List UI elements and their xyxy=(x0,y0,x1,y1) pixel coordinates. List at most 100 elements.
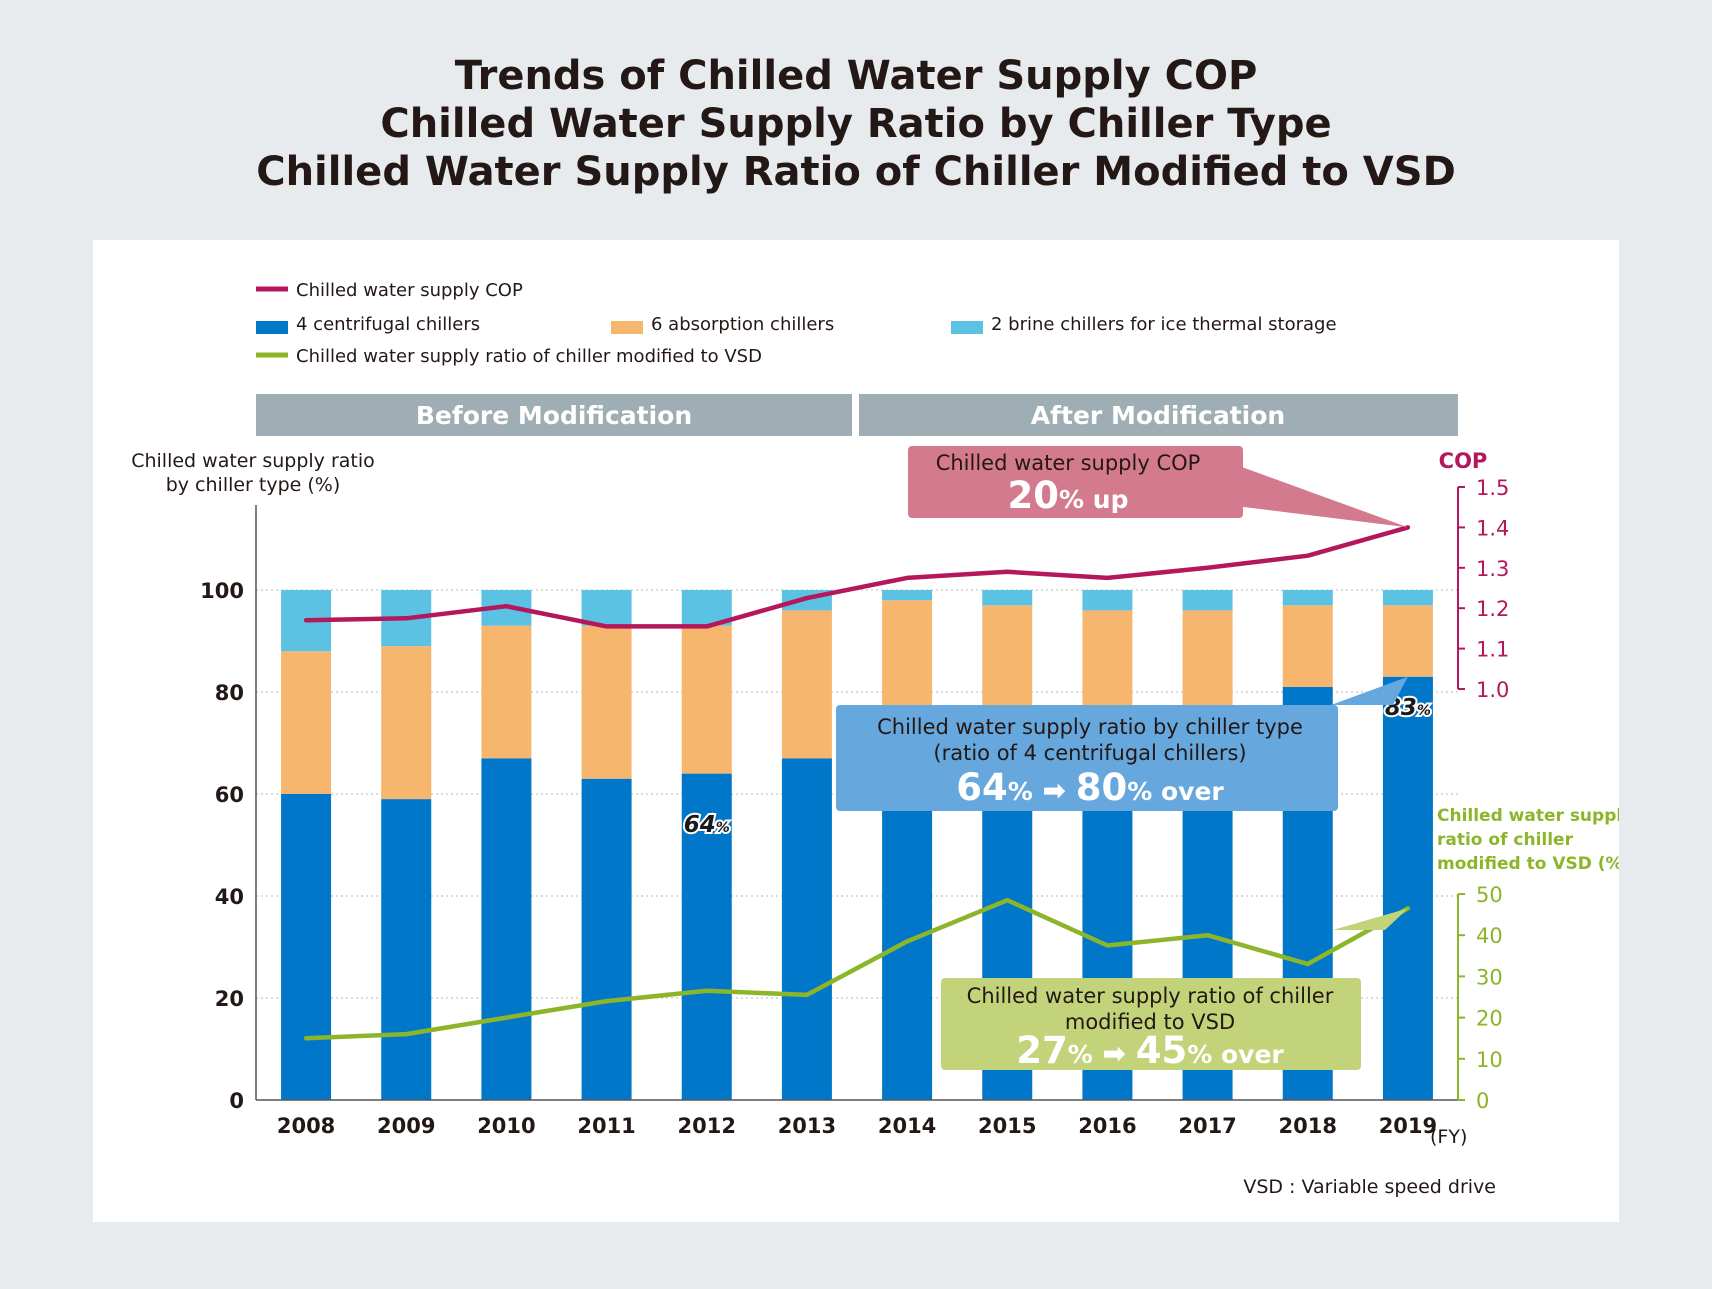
ratio-callout-text: (ratio of 4 centrifugal chillers) xyxy=(933,741,1246,765)
cop-callout-value: 20% up xyxy=(1008,474,1129,517)
vsd-tick-label: 40 xyxy=(1476,924,1503,948)
chart-panel: 0 20 40 60 80 100 Chilled water supply ratio by… xyxy=(93,240,1619,1222)
x-tick-label: 2013 xyxy=(778,1114,836,1138)
x-tick-label: 2018 xyxy=(1279,1114,1337,1138)
ratio-callout-value-part: % over xyxy=(1127,777,1224,806)
vsd-tick-label: 10 xyxy=(1476,1048,1503,1072)
left-tick-label: 80 xyxy=(215,681,244,705)
legend-brine-swatch xyxy=(951,321,983,334)
legend-centrifugal-label: 4 centrifugal chillers xyxy=(296,314,480,335)
cop-callout-box xyxy=(908,446,1243,518)
bar-label-2012-part: % xyxy=(716,820,730,836)
vsd-callout-text: Chilled water supply ratio of chiller xyxy=(967,984,1334,1008)
title-line-1: Trends of Chilled Water Supply COP xyxy=(454,53,1258,99)
bar-segment xyxy=(481,758,532,1100)
bar-segment xyxy=(1282,590,1333,606)
ratio-callout-value-part: 64 xyxy=(956,766,1008,809)
footnote: VSD : Variable speed drive xyxy=(1243,1176,1496,1198)
ratio-callout-value-part: % xyxy=(1008,777,1033,806)
period-after-label: After Modification xyxy=(1031,401,1285,430)
ratio-callout-value: 64% ➡ 80% over xyxy=(956,766,1224,809)
cop-callout-text: Chilled water supply COP xyxy=(936,451,1201,475)
bar-segment xyxy=(381,646,432,800)
vsd-callout-value-part: 45 xyxy=(1136,1029,1188,1072)
cop-callout-value-part: 20 xyxy=(1008,474,1060,517)
bar-segment xyxy=(1282,605,1333,687)
legend-absorption-label: 6 absorption chillers xyxy=(651,314,834,335)
x-tick-label: 2009 xyxy=(377,1114,435,1138)
legend-absorption-swatch xyxy=(611,321,643,334)
bar-segment xyxy=(281,794,332,1100)
period-before-label: Before Modification xyxy=(416,401,692,430)
cop-tick-label: 1.4 xyxy=(1476,516,1509,540)
vsd-callout-box xyxy=(941,978,1361,1070)
ratio-callout-box xyxy=(836,705,1338,811)
bar-segment xyxy=(381,799,432,1100)
left-tick-label: 40 xyxy=(215,885,244,909)
bar-segment xyxy=(781,758,832,1100)
chart-title: Trends of Chilled Water Supply COP Chill… xyxy=(0,52,1712,196)
bar-segment xyxy=(982,590,1033,606)
title-line-2: Chilled Water Supply Ratio by Chiller Ty… xyxy=(380,101,1332,147)
vsd-callout-value-part: 27 xyxy=(1016,1029,1068,1072)
bar-segment xyxy=(882,758,933,1100)
vsd-axis-label: Chilled water supply xyxy=(1437,806,1619,826)
x-tick-label: 2008 xyxy=(277,1114,335,1138)
cop-callout-pointer xyxy=(1228,462,1408,528)
bar-segment xyxy=(1182,590,1233,611)
bar-segment xyxy=(581,590,632,626)
legend-brine-label: 2 brine chillers for ice thermal storage xyxy=(991,314,1337,335)
x-tick-label: 2012 xyxy=(678,1114,736,1138)
left-tick-label: 20 xyxy=(215,987,244,1011)
x-tick-label: 2015 xyxy=(978,1114,1036,1138)
cop-tick-label: 1.5 xyxy=(1476,476,1509,500)
legend-centrifugal-swatch xyxy=(256,321,288,334)
period-before-band xyxy=(256,394,852,436)
bar-segment xyxy=(1382,605,1433,677)
bar-segment xyxy=(281,651,332,794)
vsd-callout-value-part: ➡ xyxy=(1093,1037,1136,1070)
title-line-3: Chilled Water Supply Ratio of Chiller Mo… xyxy=(256,149,1456,195)
fy-label: (FY) xyxy=(1430,1126,1467,1148)
bar-segment xyxy=(882,590,933,601)
bar-segment xyxy=(1382,590,1433,606)
bar-segment xyxy=(681,625,732,774)
x-tick-label: 2017 xyxy=(1178,1114,1236,1138)
bar-segment xyxy=(481,625,532,759)
x-tick-label: 2011 xyxy=(577,1114,635,1138)
cop-callout-value-part: % up xyxy=(1059,485,1128,514)
vsd-callout-pointer xyxy=(1333,908,1408,930)
x-tick-label: 2016 xyxy=(1078,1114,1136,1138)
left-axis-label: Chilled water supply ratio xyxy=(131,450,375,472)
bar-segment xyxy=(581,625,632,779)
period-after-band xyxy=(859,394,1458,436)
cop-line xyxy=(303,525,1411,629)
bar-segment xyxy=(781,610,832,759)
left-axis-label: by chiller type (%) xyxy=(166,474,341,496)
bar-label-2019-part: % xyxy=(1417,703,1431,719)
vsd-axis-label: ratio of chiller xyxy=(1437,830,1574,850)
ratio-callout-value-part: 80 xyxy=(1076,766,1128,809)
cop-tick-label: 1.2 xyxy=(1476,597,1509,621)
legend-cop-label: Chilled water supply COP xyxy=(296,280,523,301)
ratio-callout-value-part: ➡ xyxy=(1033,774,1076,807)
ratio-callout-text: Chilled water supply ratio by chiller ty… xyxy=(877,715,1303,739)
x-tick-label: 2014 xyxy=(878,1114,936,1138)
bar-label-2012: 64% xyxy=(684,812,730,838)
vsd-tick-label: 0 xyxy=(1476,1089,1489,1113)
vsd-tick-label: 30 xyxy=(1476,965,1503,989)
left-tick-label: 60 xyxy=(215,783,244,807)
bar-segment xyxy=(581,778,632,1100)
bar-segment xyxy=(1382,676,1433,1100)
vsd-callout-value-part: % xyxy=(1068,1040,1093,1069)
left-tick-label: 0 xyxy=(229,1089,244,1113)
vsd-tick-label: 20 xyxy=(1476,1007,1503,1031)
vsd-line xyxy=(303,897,1411,1041)
ratio-callout-pointer xyxy=(1331,676,1408,705)
cop-axis-label: COP xyxy=(1439,449,1488,473)
bar-segment xyxy=(681,773,732,1100)
vsd-callout-value: 27% ➡ 45% over xyxy=(1016,1029,1284,1072)
vsd-axis-label: modified to VSD (%) xyxy=(1437,854,1619,874)
vsd-tick-label: 50 xyxy=(1476,883,1503,907)
